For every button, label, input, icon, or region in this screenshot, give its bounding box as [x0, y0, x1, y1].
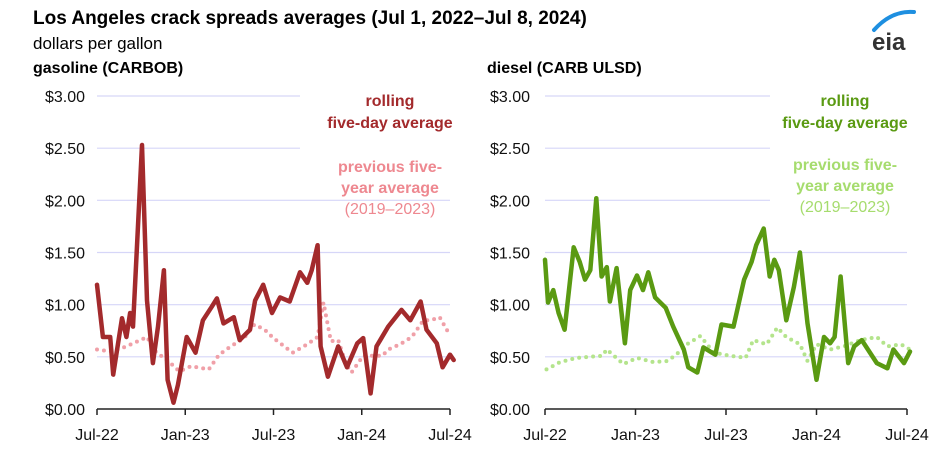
legend-text: previous five-: [792, 157, 898, 174]
chart-title: Los Angeles crack spreads averages (Jul …: [33, 8, 587, 29]
gasoline-x-tick-label: Jul-24: [428, 427, 472, 444]
diesel-y-tick-label: $1.50: [490, 246, 530, 263]
gasoline-x-tick-label: Jan-23: [161, 427, 210, 444]
legend-text: year average: [796, 178, 894, 195]
diesel-rolling-average-line: [542, 195, 913, 383]
gasoline-x-tick-label: Jul-23: [252, 427, 296, 444]
diesel-y-tick-label: $2.50: [490, 141, 530, 158]
diesel-y-tick-label: $0.50: [490, 350, 530, 367]
eia-logo-icon: eia: [872, 9, 916, 56]
gasoline-y-tick-label: $0.00: [45, 402, 85, 419]
gasoline-y-tick-label: $2.50: [45, 141, 85, 158]
legend-text: rolling: [820, 93, 870, 110]
diesel-y-tick-label: $1.00: [490, 298, 530, 315]
diesel-panel-title: diesel (CARB ULSD): [487, 60, 642, 77]
legend-text: year average: [341, 180, 439, 197]
gasoline-y-tick-label: $1.50: [45, 246, 85, 263]
legend-text: rolling: [365, 93, 415, 110]
diesel-rolling-legend: rolling five-day average: [782, 91, 907, 135]
gasoline-x-tick-label: Jul-22: [75, 427, 119, 444]
legend-text: previous five-: [337, 159, 443, 176]
legend-text: five-day average: [782, 115, 908, 132]
legend-text: (2019–2023): [799, 199, 891, 216]
diesel-x-tick-label: Jul-22: [523, 427, 567, 444]
diesel-y-tick-label: $3.00: [490, 89, 530, 106]
diesel-x-tick-label: Jan-23: [611, 427, 660, 444]
diesel-y-tick-label: $0.00: [490, 402, 530, 419]
gasoline-y-tick-label: $3.00: [45, 89, 85, 106]
diesel-avg-legend: previous five- year average (2019–2023): [793, 155, 897, 218]
gasoline-y-tick-label: $2.00: [45, 193, 85, 210]
gasoline-y-tick-label: $1.00: [45, 298, 85, 315]
gasoline-x-tick-label: Jan-24: [337, 427, 386, 444]
diesel-x-tick-label: Jul-23: [704, 427, 748, 444]
diesel-x-tick-label: Jan-24: [792, 427, 841, 444]
legend-text: five-day average: [327, 115, 453, 132]
gasoline-rolling-legend: rolling five-day average: [327, 91, 452, 135]
gasoline-five-year-average-line: [95, 302, 451, 377]
eia-logo: eia: [870, 8, 920, 56]
diesel-y-tick-label: $2.00: [490, 193, 530, 210]
gasoline-y-tick-label: $0.50: [45, 350, 85, 367]
gasoline-avg-legend: previous five- year average (2019–2023): [338, 157, 442, 220]
diesel-five-year-average-line: [544, 324, 912, 372]
legend-text: (2019–2023): [344, 201, 436, 218]
chart-unit: dollars per gallon: [33, 34, 163, 53]
gasoline-panel-title: gasoline (CARBOB): [33, 60, 184, 77]
svg-text:eia: eia: [872, 29, 906, 53]
gasoline-rolling-average-line: [94, 142, 456, 405]
diesel-x-tick-label: Jul-24: [885, 427, 929, 444]
